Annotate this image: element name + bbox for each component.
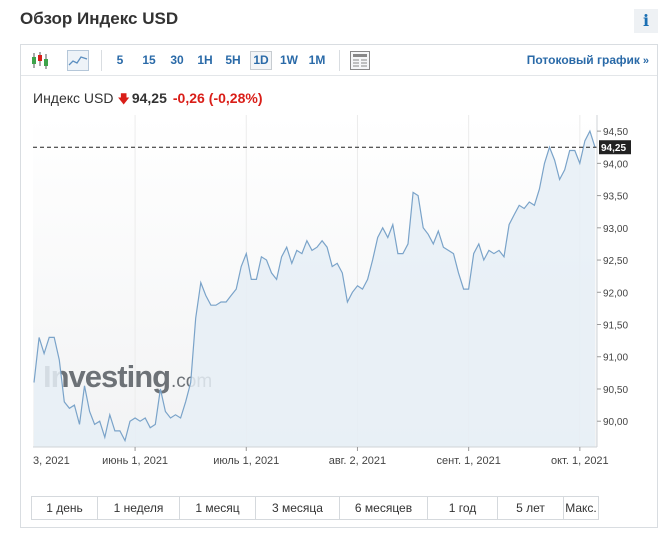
timeframe-30-button[interactable]: 30 (170, 53, 184, 67)
quote-summary: Индекс USD 🡇 94,25 -0,26 (-0,28%) (33, 90, 262, 111)
toolbar-divider (101, 50, 102, 71)
y-tick-label: 92,50 (603, 256, 628, 267)
instrument-name: Индекс USD (33, 90, 114, 106)
area-chart-icon[interactable] (67, 50, 89, 71)
time-range-selector: 1 день 1 неделя 1 месяц 3 месяца 6 месяцев 1 … (31, 496, 599, 520)
y-tick-label: 92,00 (603, 288, 628, 299)
x-tick-label: июнь 1, 2021 (102, 455, 168, 467)
y-tick-label: 91,50 (603, 321, 628, 332)
y-tick-label: 94,00 (603, 159, 628, 170)
y-tick-label: 93,50 (603, 192, 628, 203)
price-change-percent: (-0,28%) (208, 90, 263, 106)
timeframe-5-button[interactable]: 5 (116, 53, 124, 67)
arrow-down-icon: 🡇 (117, 92, 130, 106)
watermark-brand: Investing (43, 359, 170, 394)
candlestick-icon[interactable] (29, 50, 51, 71)
x-tick-label: авг. 2, 2021 (329, 455, 386, 467)
timeframe-1w-button[interactable]: 1W (280, 53, 298, 67)
range-button-0[interactable]: 1 день (32, 497, 98, 519)
y-tick-label: 91,00 (603, 353, 628, 364)
range-button-5[interactable]: 1 год (428, 497, 498, 519)
x-tick-label: 3, 2021 (33, 455, 70, 467)
info-icon[interactable]: i (634, 9, 658, 33)
range-button-3[interactable]: 3 месяца (256, 497, 340, 519)
last-value-tag (599, 140, 631, 155)
price-change: -0,26 (172, 90, 205, 106)
y-tick-label: 90,00 (603, 417, 628, 428)
chart-toolbar: 5 15 30 1H 5H 1D 1W 1M Потоковый график» (21, 45, 657, 76)
range-button-1[interactable]: 1 неделя (98, 497, 180, 519)
range-button-7[interactable]: Макс. (565, 501, 597, 515)
range-button-6[interactable]: 5 лет (498, 497, 564, 519)
last-price: 94,25 (131, 90, 167, 106)
table-icon[interactable] (349, 50, 371, 71)
chart-widget: 5 15 30 1H 5H 1D 1W 1M Потоковый график» Индекс… (20, 44, 658, 528)
price-line (33, 129, 596, 443)
x-tick-label: июль 1, 2021 (213, 455, 279, 467)
timeframe-1d-button[interactable]: 1D (250, 51, 272, 70)
toolbar-divider (339, 50, 340, 71)
streaming-chart-label: Потоковый график (526, 53, 640, 67)
range-button-4[interactable]: 6 месяцев (340, 497, 428, 519)
x-tick-label: сент. 1, 2021 (436, 455, 500, 467)
timeframe-1h-button[interactable]: 1H (197, 53, 213, 67)
price-chart[interactable]: Investing .com 90,00 90,50 91,00 91,50 92,00… (21, 115, 657, 475)
double-chevron-right-icon: » (642, 55, 649, 67)
timeframe-15-button[interactable]: 15 (142, 53, 156, 67)
streaming-chart-link[interactable]: Потоковый график» (527, 53, 649, 67)
y-tick-label: 93,00 (603, 224, 628, 235)
investing-watermark: Investing .com (43, 359, 212, 394)
y-tick-label: 94,50 (603, 127, 628, 138)
page-title: Обзор Индекс USD (20, 9, 179, 28)
timeframe-5h-button[interactable]: 5H (225, 53, 241, 67)
price-area (34, 131, 595, 447)
y-tick-label: 90,50 (603, 385, 628, 396)
x-tick-label: окт. 1, 2021 (551, 455, 609, 467)
timeframe-1m-button[interactable]: 1M (308, 53, 326, 67)
range-button-2[interactable]: 1 месяц (180, 497, 256, 519)
last-value-label: 94,25 (601, 143, 626, 154)
